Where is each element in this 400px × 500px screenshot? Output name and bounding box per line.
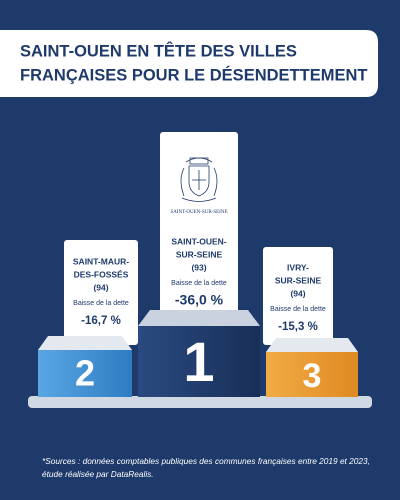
logo [180,157,218,202]
city-name: IVRY- [287,262,309,272]
metric-value: -36,0 % [175,292,224,308]
title-line: FRANÇAISES POUR LE DÉSENDETTEMENT [20,65,367,84]
metric-label: Baisse de la dette [171,280,227,287]
metric-value: -16,7 % [81,315,121,327]
city-name: DES-FOSSÉS [74,269,129,279]
department: (94) [290,288,305,298]
podium-base [28,396,372,408]
ranks: 2 1 3 [75,330,321,395]
city-name: SAINT-MAUR- [73,256,129,266]
rank: 2 [75,353,95,394]
metric-label: Baisse de la dette [270,306,326,313]
rank: 1 [183,330,214,393]
city-name: SUR-SEINE [275,275,322,285]
footnote: *Sources : données comptables publiques … [42,456,370,479]
city-name: SUR-SEINE [176,249,223,259]
card [263,247,333,345]
step-top [266,338,358,352]
card [160,132,238,322]
footnote-line: *Sources : données comptables publiques … [42,456,370,466]
department: (93) [191,262,206,272]
step-top [38,336,132,350]
rank: 3 [303,357,322,395]
department: (94) [93,282,108,292]
step-1 [138,326,260,397]
metric-value: -15,3 % [278,321,318,333]
city-name: SAINT-OUEN- [171,236,226,246]
logo-text: SAINT-OUEN-SUR-SEINE [170,210,227,215]
title-line: SAINT-OUEN EN TÊTE DES VILLES [20,41,297,60]
step-top [138,310,260,326]
step-2 [38,350,132,397]
card-texts: SAINT-MAUR- DES-FOSSÉS (94) Baisse de la de… [73,236,326,333]
card [64,240,138,345]
footnote-line: étude réalisée par DataRealis. [42,469,154,479]
title: SAINT-OUEN EN TÊTE DES VILLES FRANÇAISES… [20,41,367,84]
step-3 [266,352,358,397]
metric-label: Baisse de la dette [73,300,129,307]
title-banner [0,30,378,97]
